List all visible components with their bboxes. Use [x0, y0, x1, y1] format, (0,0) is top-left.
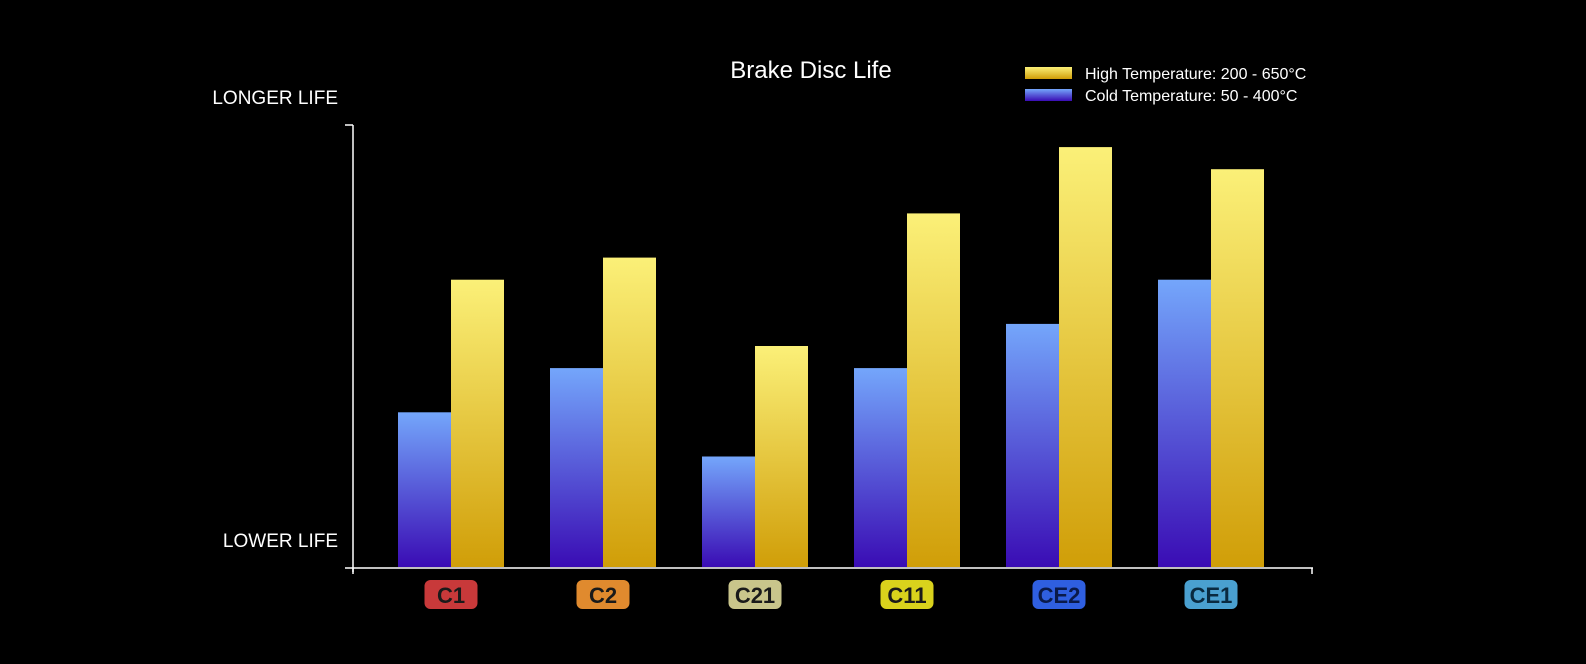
y-axis-top-label: LONGER LIFE	[212, 88, 338, 109]
y-axis-bottom-label: LOWER LIFE	[223, 531, 338, 552]
bar-c11-cold-temperature	[854, 368, 907, 567]
category-badge-background	[728, 580, 782, 609]
bar-ce2-high-temperature	[1059, 147, 1112, 567]
category-badge-c2: C2	[576, 580, 630, 609]
legend-label-high-temperature: High Temperature: 200 - 650°C	[1085, 66, 1306, 83]
bar-c2-cold-temperature	[550, 368, 603, 567]
category-badge-background	[880, 580, 934, 609]
chart-title: Brake Disc Life	[730, 57, 891, 84]
category-label-ce2: CE2	[1038, 583, 1081, 608]
category-badge-background	[576, 580, 630, 609]
category-label-c2: C2	[589, 583, 617, 608]
bars	[398, 147, 1264, 567]
bar-ce1-high-temperature	[1211, 169, 1264, 567]
category-badge-background	[1184, 580, 1238, 609]
category-label-c1: C1	[437, 583, 465, 608]
legend-label-cold-temperature: Cold Temperature: 50 - 400°C	[1085, 88, 1297, 105]
category-badge-ce1: CE1	[1184, 580, 1238, 609]
bar-ce1-cold-temperature	[1158, 279, 1211, 567]
category-badge-c1: C1	[424, 580, 478, 609]
category-badges: C1 C2 C21 C11 CE2 CE1	[424, 580, 1238, 609]
bar-c21-high-temperature	[755, 346, 808, 567]
bar-c11-high-temperature	[907, 213, 960, 567]
category-badge-background	[424, 580, 478, 609]
category-badge-c21: C21	[728, 580, 782, 609]
bar-c21-cold-temperature	[702, 456, 755, 567]
category-label-c11: C11	[887, 583, 926, 608]
legend: High Temperature: 200 - 650°C Cold Tempe…	[1025, 66, 1306, 105]
category-badge-background	[1032, 580, 1086, 609]
bar-c2-high-temperature	[603, 257, 656, 567]
bar-ce2-cold-temperature	[1006, 323, 1059, 567]
bar-c1-cold-temperature	[398, 412, 451, 567]
legend-swatch-high-temperature	[1025, 67, 1072, 79]
category-label-ce1: CE1	[1190, 583, 1233, 608]
legend-swatch-cold-temperature	[1025, 89, 1072, 101]
category-badge-c11: C11	[880, 580, 934, 609]
bar-c1-high-temperature	[451, 279, 504, 567]
category-badge-ce2: CE2	[1032, 580, 1086, 609]
category-label-c21: C21	[735, 583, 775, 608]
